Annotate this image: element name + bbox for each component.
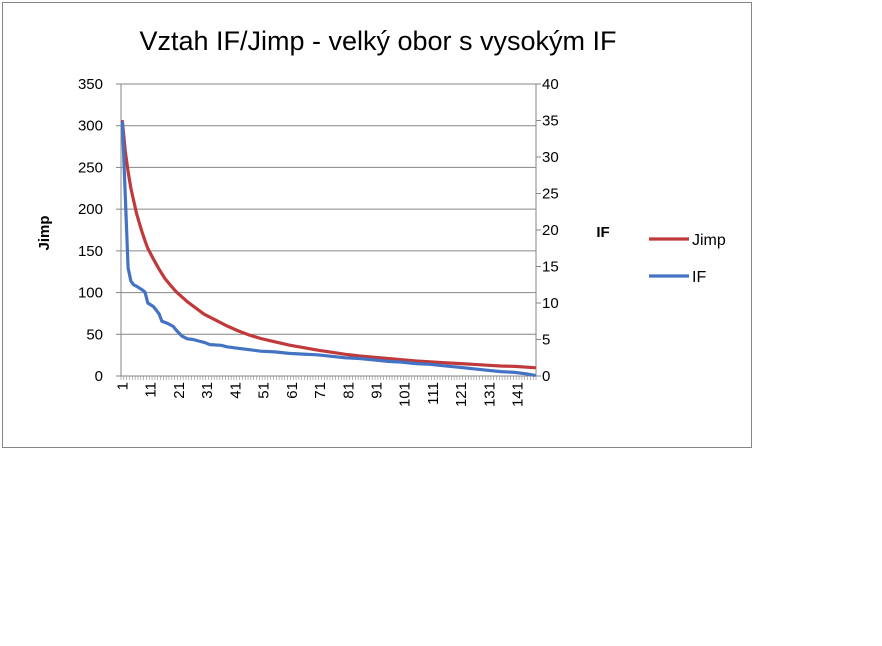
y2-tick-label: 20 [542, 222, 559, 239]
x-tick-label: 81 [340, 382, 357, 399]
x-tick-label: 51 [256, 382, 273, 399]
x-tick-label: 31 [199, 382, 216, 399]
chart-svg: Vztah IF/Jimp - velký obor s vysokým IF … [36, 26, 726, 407]
chart-area: Vztah IF/Jimp - velký obor s vysokým IF … [2, 2, 752, 448]
y2-tick-label: 30 [542, 149, 559, 166]
y-tick-label: 0 [95, 368, 103, 385]
y-tick-label: 300 [78, 118, 103, 135]
y-tick-label: 150 [78, 243, 103, 260]
legend-label: IF [692, 269, 706, 286]
x-tick-label: 131 [481, 382, 498, 407]
series-line-if [120, 121, 537, 377]
legend: Jimp IF [649, 232, 726, 286]
y-tick-label: 250 [78, 159, 103, 176]
x-tick-label: 111 [425, 382, 442, 405]
y2-tick-label: 35 [542, 113, 559, 130]
x-tick-label: 61 [284, 382, 301, 399]
y2-tick-label: 5 [542, 332, 550, 349]
y2-axis-title: IF [596, 224, 609, 241]
chart-title: Vztah IF/Jimp - velký obor s vysokým IF [139, 26, 616, 56]
y-axis-title: Jimp [36, 215, 53, 250]
x-tick-label: 71 [312, 382, 329, 399]
x-tick-label: 91 [368, 382, 385, 399]
series-lines [120, 119, 537, 377]
y2-tick-label: 25 [542, 186, 559, 203]
series-line-jimp [120, 119, 537, 370]
y-tick-label: 200 [78, 201, 103, 218]
x-tick-label: 141 [510, 382, 527, 407]
y2-tick-label: 15 [542, 259, 559, 276]
y-tick-label: 50 [86, 326, 103, 343]
legend-label: Jimp [692, 232, 726, 249]
y2-tick-label: 40 [542, 76, 559, 93]
x-tick-label: 21 [171, 382, 188, 399]
x-tick-label: 1 [114, 382, 131, 390]
x-tick-label: 101 [397, 382, 414, 407]
y-tick-label: 100 [78, 285, 103, 302]
x-tick-label: 121 [453, 382, 470, 407]
x-tick-label: 11 [143, 382, 160, 398]
gridlines [121, 83, 536, 335]
y2-tick-label: 0 [542, 368, 550, 385]
y-tick-label: 350 [78, 76, 103, 93]
x-tick-label: 41 [227, 382, 244, 399]
y2-tick-label: 10 [542, 295, 559, 312]
